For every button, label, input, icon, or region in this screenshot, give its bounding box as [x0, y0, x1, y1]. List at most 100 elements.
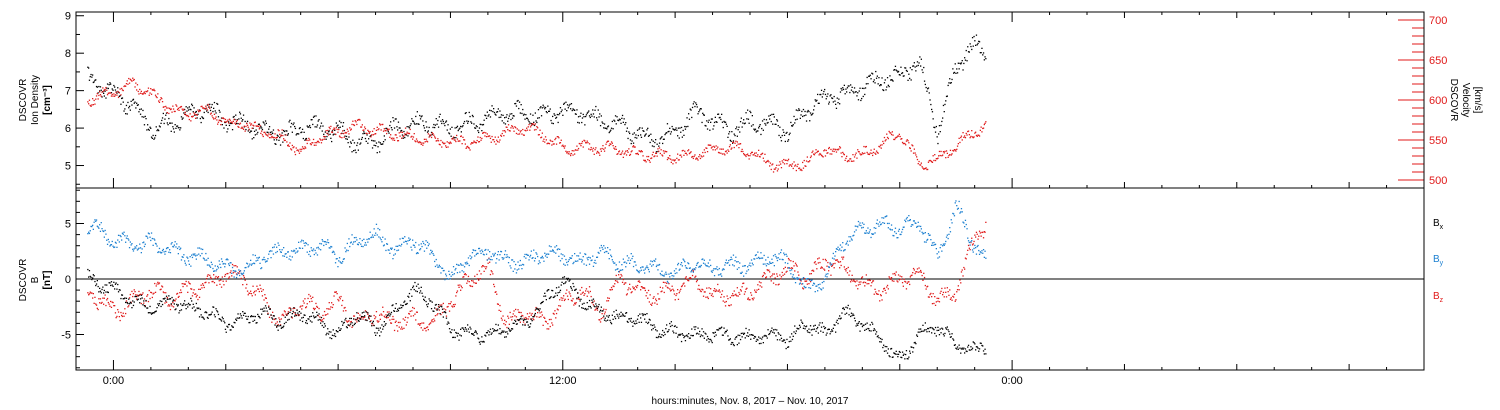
velocity-point [138, 93, 140, 95]
density-point [338, 127, 340, 129]
bz-point [209, 276, 212, 278]
density-point [463, 122, 465, 125]
velocity-point [473, 140, 475, 142]
by-point [744, 265, 746, 267]
bz-point [363, 316, 365, 319]
velocity-point [276, 137, 278, 139]
bz-point [937, 300, 939, 302]
bz-point [809, 281, 812, 283]
velocity-point [633, 146, 635, 148]
velocity-point [342, 130, 344, 132]
bz-point [906, 282, 908, 284]
by-point [971, 249, 974, 251]
by-point [335, 258, 337, 260]
bz-point [697, 288, 699, 290]
density-point [603, 123, 606, 125]
velocity-point [265, 134, 267, 136]
velocity-point [231, 122, 234, 124]
density-point [588, 115, 591, 117]
by-point [535, 252, 537, 254]
bx-point [285, 321, 287, 323]
density-point [152, 134, 154, 137]
by-point [886, 222, 889, 225]
bz-point [721, 290, 724, 292]
velocity-point [979, 129, 981, 131]
velocity-point [765, 161, 767, 164]
velocity-point [416, 140, 418, 142]
by-point [907, 220, 909, 222]
velocity-point [487, 135, 489, 138]
velocity-point [957, 143, 959, 145]
by-point [538, 260, 540, 262]
density-point [218, 109, 220, 112]
velocity-point [279, 135, 282, 137]
density-point [867, 83, 869, 85]
by-point [801, 278, 803, 280]
velocity-point [334, 128, 336, 130]
by-point [926, 239, 928, 241]
by-point [419, 249, 421, 251]
density-point [888, 85, 890, 88]
density-point [552, 115, 554, 118]
bz-point [785, 271, 787, 273]
velocity-point [336, 128, 338, 131]
density-point [372, 140, 374, 142]
velocity-point [961, 139, 963, 141]
velocity-point [678, 159, 680, 161]
by-point [98, 227, 100, 229]
density-point [216, 102, 218, 105]
density-point [478, 131, 480, 134]
velocity-point [324, 136, 326, 138]
density-point [569, 103, 571, 106]
velocity-point [534, 123, 536, 125]
density-point [865, 83, 867, 85]
velocity-point [240, 127, 242, 129]
by-point [241, 273, 243, 276]
by-point [262, 258, 264, 261]
density-point [328, 130, 330, 132]
velocity-point [418, 142, 420, 144]
velocity-point [187, 114, 189, 117]
by-point [270, 257, 272, 259]
bz-point [652, 297, 654, 299]
bz-point [916, 271, 918, 273]
density-point [662, 138, 665, 140]
bz-point [978, 230, 981, 232]
bx-point [246, 318, 249, 320]
velocity-point [382, 130, 385, 132]
density-point [340, 121, 342, 124]
bz-point [274, 318, 276, 320]
by-point [363, 238, 365, 240]
bz-point [345, 310, 347, 312]
bx-point [213, 314, 216, 316]
density-point [951, 78, 953, 81]
velocity-point [605, 143, 607, 145]
density-point [104, 90, 106, 92]
density-point [420, 116, 422, 118]
bz-point [663, 291, 665, 294]
bz-point [379, 314, 381, 316]
by-point [464, 262, 466, 264]
density-point [957, 62, 959, 64]
bz-point [617, 281, 619, 284]
density-point [310, 119, 312, 121]
bz-point [931, 303, 934, 305]
velocity-point [757, 154, 759, 156]
by-point [308, 253, 310, 256]
density-point [346, 138, 348, 140]
bz-point [622, 278, 624, 281]
by-point [627, 259, 629, 262]
velocity-point [529, 129, 531, 131]
by-point [857, 220, 860, 223]
velocity-point [530, 124, 532, 127]
bz-point [936, 297, 938, 299]
density-point [326, 135, 328, 138]
velocity-point [301, 148, 303, 150]
density-point [879, 85, 881, 87]
velocity-point [488, 135, 490, 137]
bz-point [483, 270, 485, 272]
by-point [570, 257, 573, 259]
bz-point [616, 280, 618, 282]
bz-point [118, 316, 120, 318]
bz-point [851, 274, 853, 276]
